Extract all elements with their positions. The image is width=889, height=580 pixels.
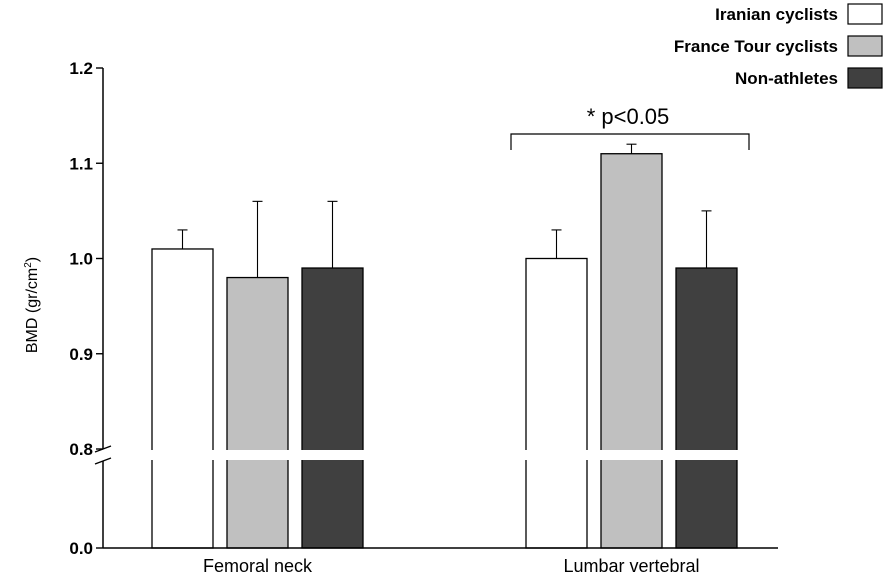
legend-swatch <box>847 67 883 89</box>
x-category-label: Femoral neck <box>203 556 313 576</box>
y-tick-label: 0.8 <box>69 440 93 459</box>
axis-break-band <box>105 450 780 460</box>
bar-non-athletes-1 <box>675 267 738 549</box>
significance-annotation: * p<0.05 <box>510 104 750 150</box>
legend-label: Non-athletes <box>735 69 838 88</box>
bar-france-tour-cyclists-0 <box>226 276 289 549</box>
bars <box>105 143 780 549</box>
y-tick-label: 1.1 <box>69 154 93 173</box>
significance-bracket <box>510 133 750 150</box>
x-category-label: Lumbar vertebral <box>563 556 699 576</box>
y-tick-label: 1.2 <box>69 59 93 78</box>
bar-iranian-cyclists-1 <box>525 257 588 549</box>
y-axis-label-main: BMD (gr/cm <box>24 268 41 353</box>
legend-swatch <box>847 35 883 57</box>
bar-iranian-cyclists-0 <box>151 248 214 549</box>
y-axis-label-end: ) <box>24 257 41 262</box>
y-axis-label-sup: 2 <box>23 262 34 268</box>
y-tick-label: 0.9 <box>69 345 93 364</box>
axes: 0.0 0.8 0.9 1.0 1.1 1.2 Femoral neck Lumbar ver… <box>69 59 778 576</box>
y-tick-label: 1.0 <box>69 250 93 269</box>
legend-label: France Tour cyclists <box>674 37 838 56</box>
axis-break-mark <box>94 457 112 465</box>
legend-swatch <box>847 3 883 25</box>
y-tick-label: 0.0 <box>69 539 93 558</box>
bar-france-tour-cyclists-1 <box>600 153 663 549</box>
y-axis-label: BMD (gr/cm2) <box>23 257 41 353</box>
significance-label: * p<0.05 <box>587 104 670 129</box>
legend-label: Iranian cyclists <box>715 5 838 24</box>
bar-non-athletes-0 <box>301 267 364 549</box>
legend: Iranian cyclists France Tour cyclists Non-… <box>674 3 883 89</box>
